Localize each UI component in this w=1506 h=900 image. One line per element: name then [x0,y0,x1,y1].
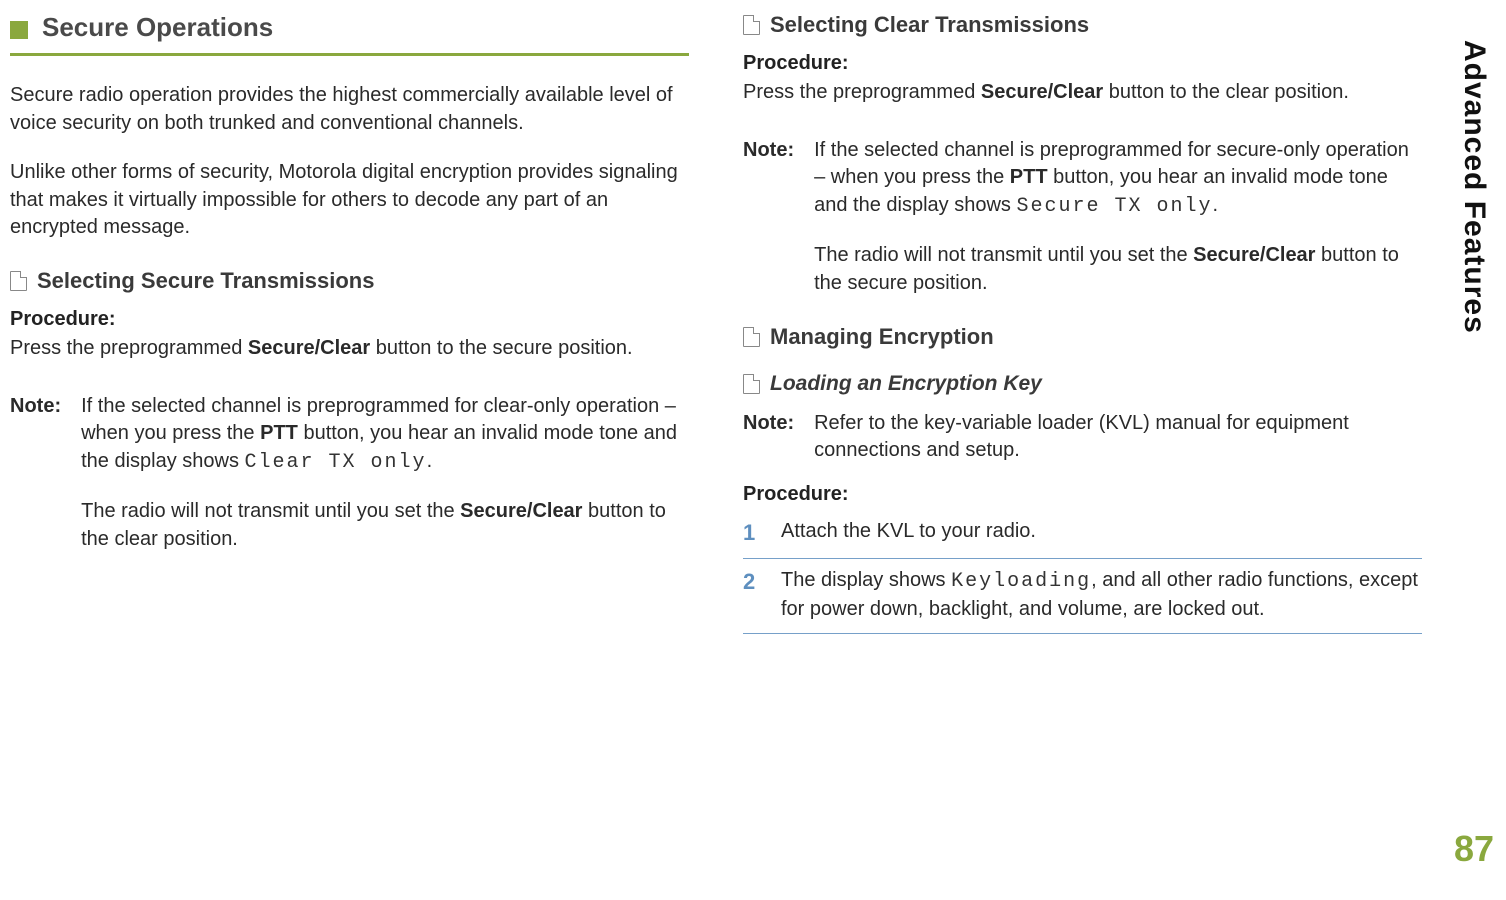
page-icon [743,374,760,394]
text: button to the secure position. [370,337,632,359]
bold: Secure/Clear [981,81,1103,103]
subsubheading: Loading an Encryption Key [770,372,1042,396]
bold: Secure/Clear [248,337,370,359]
square-bullet-icon [10,21,28,39]
procedure-label: Procedure: [743,483,1422,506]
bold: PTT [1010,166,1048,188]
left-column: Secure Operations Secure radio operation… [10,10,689,890]
mono-text: Clear TX only [245,451,427,474]
bold: Secure/Clear [1193,244,1315,266]
page-number: 87 [1454,828,1494,870]
note-label: Note: [10,393,61,554]
mono-text: Secure TX only [1016,195,1212,218]
note-content: Refer to the key-variable loader (KVL) m… [814,410,1422,465]
text: . [1212,194,1218,216]
subheading: Selecting Clear Transmissions [770,12,1089,38]
section-heading: Secure Operations [42,12,273,43]
subsubheading-row: Loading an Encryption Key [743,372,1422,396]
procedure-label: Procedure: [10,308,689,331]
spacer [81,476,689,498]
note-label: Note: [743,137,794,298]
procedure-label: Procedure: [743,52,1422,75]
intro-paragraph-1: Secure radio operation provides the high… [10,82,689,137]
bold: PTT [260,422,298,444]
text: The radio will not transmit until you se… [81,500,460,522]
page-icon [743,15,760,35]
subheading-row: Selecting Secure Transmissions [10,268,689,294]
procedure-text: Press the preprogrammed Secure/Clear but… [743,79,1422,107]
note-para-2: The radio will not transmit until you se… [81,498,689,553]
note-content: If the selected channel is preprogrammed… [81,393,689,554]
text: The display shows [781,569,951,591]
right-column: Selecting Clear Transmissions Procedure:… [743,10,1422,890]
page-icon [10,271,27,291]
step-rule [743,558,1422,559]
mono-text: Keyloading [951,570,1091,593]
note-block: Note: If the selected channel is preprog… [743,137,1422,298]
note-para-1: If the selected channel is preprogrammed… [81,393,689,477]
sidebar: Advanced Features 87 [1442,10,1506,890]
note-para-2: The radio will not transmit until you se… [814,242,1422,297]
procedure-text: Press the preprogrammed Secure/Clear but… [10,335,689,363]
note-block: Note: If the selected channel is preprog… [10,393,689,554]
text: Press the preprogrammed [10,337,248,359]
step-number: 2 [743,567,761,597]
step-row: 2 The display shows Keyloading, and all … [743,559,1422,633]
subheading: Selecting Secure Transmissions [37,268,374,294]
page-icon [743,327,760,347]
step-row: 1 Attach the KVL to your radio. [743,510,1422,558]
spacer [814,220,1422,242]
step-rule [743,633,1422,634]
note-para-1: If the selected channel is preprogrammed… [814,137,1422,221]
step-text: Attach the KVL to your radio. [781,518,1036,546]
text: The radio will not transmit until you se… [814,244,1193,266]
text: Press the preprogrammed [743,81,981,103]
heading-underline [10,53,689,56]
note-block: Note: Refer to the key-variable loader (… [743,410,1422,465]
subheading-row: Selecting Clear Transmissions [743,12,1422,38]
step-number: 1 [743,518,761,548]
subheading-row: Managing Encryption [743,324,1422,350]
bold: Secure/Clear [460,500,582,522]
text: . [427,450,433,472]
page: Secure Operations Secure radio operation… [0,0,1506,900]
sidebar-title: Advanced Features [1457,40,1491,334]
note-label: Note: [743,410,794,465]
intro-paragraph-2: Unlike other forms of security, Motorola… [10,159,689,242]
subheading: Managing Encryption [770,324,994,350]
step-text: The display shows Keyloading, and all ot… [781,567,1422,623]
text: button to the clear position. [1103,81,1349,103]
content-columns: Secure Operations Secure radio operation… [10,10,1442,890]
section-heading-row: Secure Operations [10,10,689,49]
note-content: If the selected channel is preprogrammed… [814,137,1422,298]
